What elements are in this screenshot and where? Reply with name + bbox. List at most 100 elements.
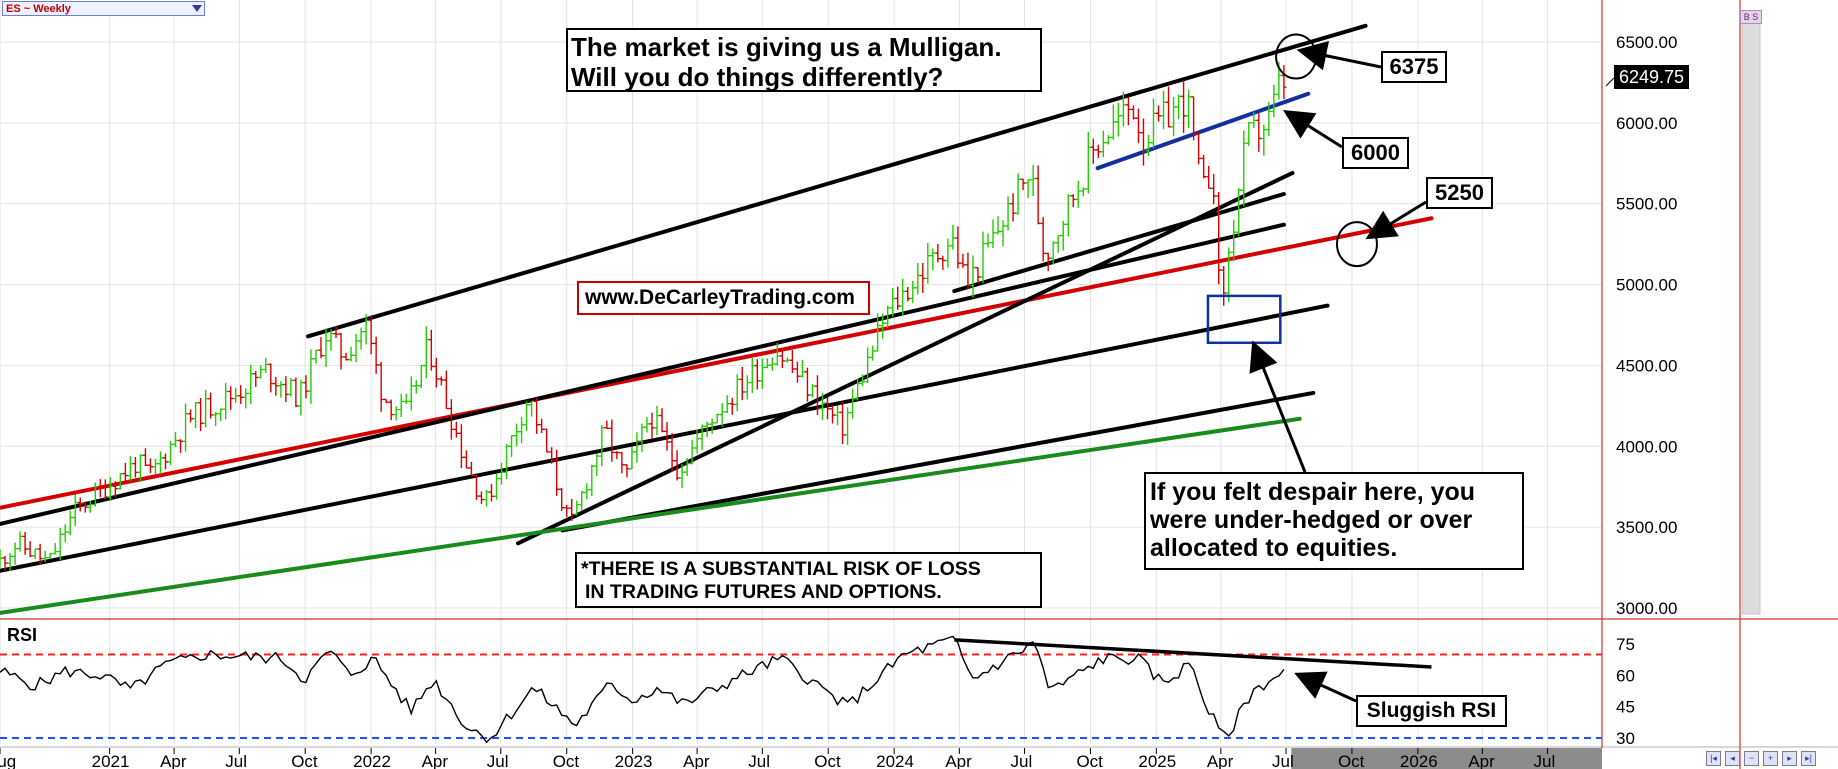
- down-bar: [208, 392, 214, 419]
- up-bar: [403, 393, 409, 405]
- down-bar: [544, 428, 550, 453]
- down-bar: [920, 263, 926, 293]
- up-bar: [173, 431, 179, 448]
- down-bar: [188, 409, 194, 423]
- up-bar: [1176, 94, 1182, 120]
- up-bar: [689, 439, 695, 465]
- up-bar: [654, 405, 660, 436]
- level-6000-label: 6000: [1342, 137, 1409, 169]
- up-bar: [1075, 180, 1081, 208]
- price-tick-label: 3500.00: [1616, 518, 1677, 537]
- down-bar: [388, 399, 394, 421]
- buy-sell-tag[interactable]: B S: [1740, 10, 1762, 24]
- down-bar: [318, 337, 324, 359]
- trendline-red: [0, 216, 1434, 510]
- up-bar: [1171, 96, 1177, 137]
- highlight-circle: [1335, 221, 1378, 268]
- up-bar: [1231, 219, 1237, 262]
- down-bar: [659, 408, 665, 433]
- symbol-selector[interactable]: ES ~ Weekly: [2, 1, 205, 16]
- chevron-down-icon[interactable]: [192, 5, 202, 12]
- up-bar: [483, 489, 489, 507]
- down-bar: [228, 386, 234, 410]
- zoom-in-icon[interactable]: +: [1763, 751, 1778, 766]
- up-bar: [769, 357, 775, 371]
- up-bar: [634, 432, 640, 463]
- zoom-out-icon[interactable]: −: [1744, 751, 1759, 766]
- up-bar: [418, 364, 424, 389]
- down-bar: [564, 504, 570, 517]
- down-bar: [905, 287, 911, 302]
- down-bar: [102, 479, 108, 500]
- down-bar: [1211, 174, 1217, 205]
- down-bar: [1281, 65, 1287, 100]
- down-bar: [1040, 217, 1046, 262]
- up-bar: [218, 408, 224, 422]
- down-bar: [1095, 144, 1101, 158]
- up-bar: [704, 421, 710, 438]
- up-bar: [985, 233, 991, 248]
- up-bar: [408, 376, 414, 411]
- up-bar: [183, 403, 189, 452]
- trendline-blue: [1095, 91, 1311, 171]
- time-tick-label: Apr: [160, 752, 187, 769]
- time-tick-label: Jul: [1011, 752, 1033, 769]
- up-bar: [519, 417, 525, 444]
- up-bar: [809, 383, 815, 398]
- scroll-forward-icon[interactable]: ▸: [1782, 751, 1797, 766]
- up-bar: [980, 231, 986, 284]
- down-bar: [1125, 97, 1131, 126]
- arrows: [1249, 41, 1427, 703]
- down-bar: [82, 501, 88, 513]
- up-bar: [1246, 121, 1252, 147]
- up-bar: [594, 453, 600, 476]
- down-bar: [609, 419, 615, 462]
- up-bar: [117, 473, 123, 490]
- down-bar: [1090, 138, 1096, 164]
- up-bar: [363, 314, 369, 345]
- price-tick-label: 3000.00: [1616, 599, 1677, 618]
- scroll-last-icon[interactable]: ▸|: [1801, 751, 1816, 766]
- scroll-back-icon[interactable]: ◂: [1725, 751, 1740, 766]
- down-bar: [975, 266, 981, 284]
- up-bar: [393, 406, 399, 421]
- down-bar: [1156, 105, 1162, 122]
- callout-arrow: [1365, 200, 1427, 240]
- scroll-first-icon[interactable]: |◂: [1706, 751, 1721, 766]
- up-bar: [990, 219, 996, 249]
- down-bar: [619, 451, 625, 474]
- down-bar: [373, 336, 379, 374]
- down-bar: [283, 376, 289, 403]
- up-bar: [509, 434, 515, 457]
- up-bar: [900, 278, 906, 316]
- down-bar: [478, 491, 484, 505]
- despair-line-3: allocated to equities.: [1150, 534, 1398, 562]
- down-bar: [97, 479, 103, 498]
- up-bar: [243, 388, 249, 409]
- down-bar: [1010, 193, 1016, 222]
- time-tick-label: Oct: [1338, 752, 1365, 769]
- down-bar: [2, 555, 8, 571]
- down-bar: [1206, 165, 1212, 190]
- up-bar: [574, 500, 580, 516]
- up-bar: [925, 242, 931, 284]
- last-price-pointer: [1605, 77, 1615, 87]
- down-bar: [840, 402, 846, 444]
- up-bar: [1025, 179, 1031, 199]
- up-bar: [1050, 241, 1056, 265]
- rsi-tick-label: 60: [1616, 666, 1635, 685]
- down-bar: [268, 363, 274, 393]
- down-bar: [473, 474, 479, 500]
- down-bar: [1045, 252, 1051, 272]
- up-bar: [1261, 124, 1267, 156]
- down-bar: [649, 412, 655, 439]
- despair-callout: If you felt despair here, you were under…: [1144, 472, 1524, 570]
- time-tick-label: Apr: [1207, 752, 1234, 769]
- down-bar: [940, 255, 946, 270]
- time-tick-label: Apr: [422, 752, 449, 769]
- up-bar: [579, 490, 585, 512]
- time-tick-label: 2025: [1138, 752, 1176, 769]
- up-bar: [57, 527, 63, 561]
- down-bar: [147, 458, 153, 474]
